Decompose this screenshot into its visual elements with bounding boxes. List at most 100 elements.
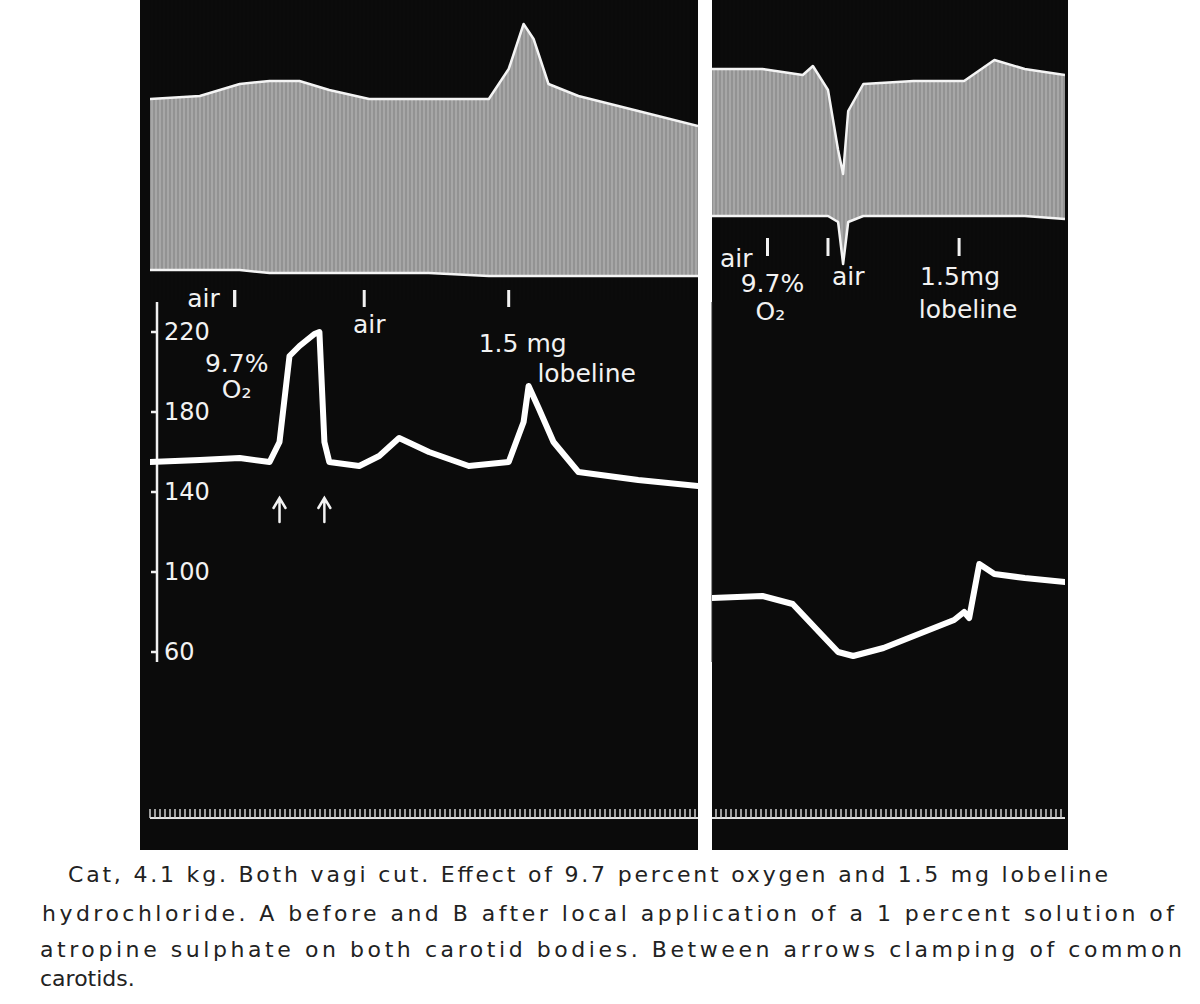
time-ruler-tick	[745, 809, 747, 818]
respiration-texture	[594, 0, 595, 300]
time-ruler-tick	[464, 809, 466, 818]
respiration-texture	[310, 0, 311, 300]
respiration-texture	[1044, 0, 1045, 300]
respiration-texture	[682, 0, 683, 300]
respiration-texture	[506, 0, 507, 300]
clamp-arrow	[274, 498, 286, 522]
event-marker	[766, 238, 769, 256]
time-ruler-tick	[374, 809, 376, 818]
time-ruler-tick	[930, 809, 932, 818]
time-ruler	[712, 809, 1065, 818]
respiration-texture	[402, 0, 403, 300]
event-label: 1.5 mg	[479, 329, 567, 358]
time-ruler-tick	[935, 809, 937, 818]
respiration-texture	[1008, 0, 1009, 300]
time-ruler-tick	[519, 809, 521, 818]
respiration-texture	[418, 0, 419, 300]
respiration-texture	[650, 0, 651, 300]
respiration-texture	[318, 0, 319, 300]
caption: Cat, 4.1 kg. Both vagi cut. Effect of 9.…	[40, 862, 1182, 991]
respiration-upper	[712, 60, 1065, 174]
respiration-texture	[960, 0, 961, 300]
respiration-texture	[936, 0, 937, 300]
respiration-texture	[924, 0, 925, 300]
respiration-texture	[530, 0, 531, 300]
respiration-texture	[370, 0, 371, 300]
respiration-texture	[686, 0, 687, 300]
time-ruler-tick	[780, 809, 782, 818]
time-ruler-tick	[569, 809, 571, 818]
respiration-texture	[896, 0, 897, 300]
respiration-texture	[836, 0, 837, 300]
time-ruler-tick	[589, 809, 591, 818]
time-ruler-tick	[454, 809, 456, 818]
respiration-texture	[454, 0, 455, 300]
time-ruler-tick	[644, 809, 646, 818]
time-ruler-tick	[689, 809, 691, 818]
respiration-texture	[398, 0, 399, 300]
respiration-texture	[784, 0, 785, 300]
respiration-texture	[880, 0, 881, 300]
respiration-lower	[150, 270, 698, 276]
respiration-texture	[426, 0, 427, 300]
time-ruler-tick	[614, 809, 616, 818]
time-ruler-tick	[855, 809, 857, 818]
time-ruler-tick	[224, 809, 226, 818]
time-ruler-tick	[344, 809, 346, 818]
respiration-texture	[984, 0, 985, 300]
respiration-texture	[214, 0, 215, 300]
time-ruler-tick	[419, 809, 421, 818]
event-marker	[233, 290, 236, 307]
time-ruler-tick	[975, 809, 977, 818]
time-ruler-tick	[209, 809, 211, 818]
respiration-texture	[598, 0, 599, 300]
time-ruler-tick	[1005, 809, 1007, 818]
time-ruler-tick	[820, 809, 822, 818]
time-ruler-tick	[219, 809, 221, 818]
y-axis-line	[712, 302, 713, 662]
time-ruler-tick	[169, 809, 171, 818]
time-ruler-tick	[184, 809, 186, 818]
event-label: 9.7%	[741, 269, 805, 298]
respiration-texture	[278, 0, 279, 300]
clamp-arrow	[318, 498, 330, 522]
time-ruler-tick	[895, 809, 897, 818]
respiration-texture	[206, 0, 207, 300]
respiration-texture	[166, 0, 167, 300]
time-ruler-tick	[1030, 809, 1032, 818]
respiration-texture	[526, 0, 527, 300]
time-ruler-tick	[424, 809, 426, 818]
respiration-texture	[800, 0, 801, 300]
respiration-texture	[618, 0, 619, 300]
respiration-texture	[808, 0, 809, 300]
panel: 60100140180220air9.7%O₂air1.5 mglobeline	[140, 0, 698, 850]
respiration-texture	[642, 0, 643, 300]
respiration-texture	[190, 0, 191, 300]
respiration-texture	[1060, 0, 1061, 300]
time-ruler-tick	[594, 809, 596, 818]
time-ruler-tick	[725, 809, 727, 818]
respiration-texture	[1052, 0, 1053, 300]
respiration-texture	[796, 0, 797, 300]
respiration-texture	[578, 0, 579, 300]
time-ruler-tick	[755, 809, 757, 818]
respiration-texture	[410, 0, 411, 300]
respiration-texture	[614, 0, 615, 300]
time-ruler-tick	[439, 809, 441, 818]
time-ruler-tick	[890, 809, 892, 818]
respiration-texture	[466, 0, 467, 300]
respiration-texture	[350, 0, 351, 300]
respiration-texture	[586, 0, 587, 300]
figure: 60100140180220air9.7%O₂air1.5 mglobeline…	[0, 0, 1200, 1004]
respiration-texture	[780, 0, 781, 300]
time-ruler-tick	[249, 809, 251, 818]
time-ruler-tick	[479, 809, 481, 818]
event-marker	[766, 238, 769, 256]
time-ruler-tick	[609, 809, 611, 818]
time-ruler-tick	[850, 809, 852, 818]
time-ruler-tick	[825, 809, 827, 818]
respiration-upper	[150, 24, 698, 126]
event-label: lobeline	[537, 359, 636, 388]
time-ruler-tick	[875, 809, 877, 818]
time-ruler-tick	[915, 809, 917, 818]
